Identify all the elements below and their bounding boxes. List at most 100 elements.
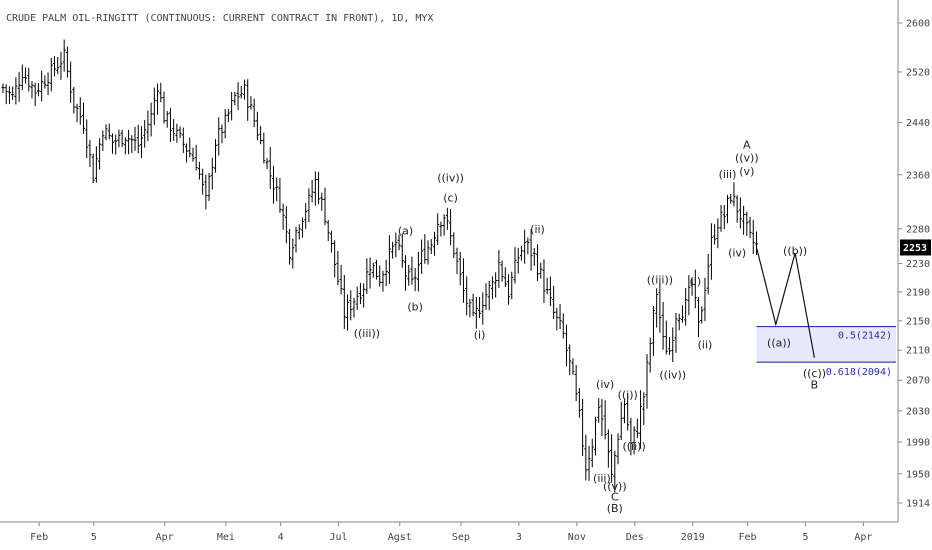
ohlc-bar <box>159 82 163 103</box>
ohlc-bar <box>78 97 82 125</box>
y-tick-label: 2030 <box>906 406 930 417</box>
ohlc-bar <box>40 70 44 102</box>
wave-label: ((iii)) <box>354 327 380 340</box>
wave-label: ((i)) <box>618 388 638 401</box>
ohlc-bar <box>690 278 694 296</box>
ohlc-bar <box>178 126 182 139</box>
ohlc-bar <box>500 260 504 282</box>
ohlc-bar <box>1 83 5 94</box>
ohlc-bar <box>684 288 688 326</box>
wave-label: (v) <box>739 165 754 178</box>
ohlc-bar <box>371 262 375 278</box>
ohlc-bar <box>268 146 272 190</box>
x-tick-label: Des <box>626 532 644 543</box>
ohlc-bar <box>143 119 147 148</box>
wave-label: (i) <box>689 275 701 288</box>
ohlc-bar <box>56 56 60 75</box>
wave-label: (iii) <box>719 168 737 181</box>
last-price-value: 2253 <box>903 243 927 254</box>
ohlc-bar <box>104 124 108 141</box>
ohlc-bar <box>46 72 50 96</box>
ohlc-bar <box>165 110 169 128</box>
ohlc-bar <box>526 237 530 255</box>
ohlc-bar <box>452 232 456 259</box>
fib-zone: 0.5(2142) 0.618(2094) <box>756 326 896 378</box>
ohlc-bar <box>197 161 201 180</box>
y-tick-label: 2230 <box>906 259 930 270</box>
ohlc-bar <box>729 193 733 204</box>
ohlc-bar <box>468 298 472 318</box>
ohlc-bar <box>214 139 218 173</box>
ohlc-bar <box>432 231 436 256</box>
ohlc-bar <box>130 135 134 154</box>
ohlc-bar <box>700 306 704 324</box>
ohlc-bar <box>404 255 407 291</box>
ohlc-bar <box>384 259 388 287</box>
ohlc-bar <box>94 146 98 183</box>
ohlc-bar <box>754 231 758 255</box>
ohlc-bar <box>194 144 198 171</box>
x-tick-label: Mei <box>217 532 235 543</box>
ohlc-bar <box>101 130 105 152</box>
ohlc-bar <box>317 171 321 205</box>
ohlc-bar <box>600 399 604 436</box>
time-axis: Feb 5 Apr Mei 4 Jul Agst Sep 3 Nov Des 2019 Feb 5 Apr <box>30 522 872 543</box>
x-tick-label: Jul <box>330 532 348 543</box>
ohlc-bar <box>748 216 752 239</box>
ohlc-bar <box>606 429 610 468</box>
y-tick-label: 2360 <box>906 170 930 181</box>
ohlc-bar <box>358 282 362 305</box>
ohlc-bar <box>658 282 662 333</box>
ohlc-bar <box>481 292 485 325</box>
x-tick-label: 4 <box>278 532 284 543</box>
ohlc-bar <box>555 307 559 331</box>
ohlc-bar <box>291 238 295 269</box>
ohlc-bar <box>742 205 746 235</box>
x-tick-label: Nov <box>568 532 586 543</box>
ohlc-bar <box>674 312 678 353</box>
ohlc-bar <box>246 79 250 121</box>
ohlc-bar <box>11 86 15 100</box>
ohlc-bar <box>523 229 527 264</box>
ohlc-bar <box>33 82 37 107</box>
ohlc-bar <box>36 83 40 97</box>
ohlc-bar <box>49 57 53 92</box>
x-tick-label: Apr <box>854 532 872 543</box>
wave-label: (ii) <box>698 339 713 352</box>
wave-label: ((c)) <box>803 367 826 380</box>
ohlc-bar <box>484 283 488 310</box>
ohlc-bar <box>536 244 540 282</box>
x-tick-label: Apr <box>156 532 174 543</box>
ohlc-bar <box>442 214 446 236</box>
ohlc-bar <box>133 126 137 151</box>
ohlc-bar <box>349 290 353 321</box>
ohlc-bar <box>738 197 742 229</box>
ohlc-bar <box>706 253 710 295</box>
y-tick-label: 2150 <box>906 316 930 327</box>
ohlc-bar <box>622 398 626 424</box>
ohlc-bar <box>532 248 536 266</box>
ohlc-bar <box>513 247 517 284</box>
projection-path <box>755 247 815 358</box>
wave-label: A <box>743 138 751 151</box>
ohlc-bar <box>378 265 382 287</box>
ohlc-bar <box>24 67 28 84</box>
ohlc-bar <box>732 182 736 207</box>
ohlc-bar <box>223 109 227 139</box>
ohlc-bar <box>661 301 665 350</box>
ohlc-bar <box>326 220 330 242</box>
ohlc-bar <box>461 258 465 303</box>
ohlc-bar <box>355 286 359 311</box>
ohlc-bar <box>275 177 279 202</box>
ohlc-bar <box>429 239 433 255</box>
ohlc-bar <box>616 433 620 465</box>
ohlc-bar <box>255 111 259 141</box>
ohlc-bar <box>7 86 11 104</box>
ohlc-bar <box>284 206 288 244</box>
ohlc-bar <box>336 250 340 286</box>
ohlc-bar <box>310 179 314 203</box>
ohlc-bar <box>445 207 449 230</box>
ohlc-bar <box>455 247 459 275</box>
ohlc-bar <box>139 126 143 159</box>
